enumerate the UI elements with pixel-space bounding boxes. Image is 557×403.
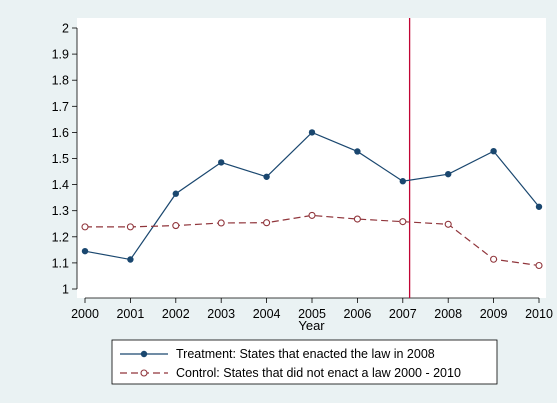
x-tick-label: 2001 (116, 307, 144, 321)
y-tick-label: 1.2 (52, 230, 69, 244)
y-tick-label: 1 (62, 283, 69, 297)
legend-swatches (120, 350, 168, 377)
control-point (490, 255, 498, 263)
plot-area (77, 18, 546, 298)
legend-swatch-treatment-marker (140, 350, 148, 358)
legend-swatch-control-marker (140, 369, 148, 377)
y-tick-label: 1.6 (52, 126, 69, 140)
x-tick-label: 2010 (525, 307, 553, 321)
treatment-point (490, 147, 497, 155)
x-tick-label: 2007 (389, 307, 417, 321)
y-tick-label: 1.1 (52, 256, 69, 270)
treatment-point (127, 256, 134, 263)
x-axis: 2000 2001 2002 2003 2004 2005 2006 2007 2008 2009… (71, 297, 553, 321)
x-tick-label: 2000 (71, 307, 99, 321)
x-tick-label: 2004 (253, 307, 281, 321)
control-point (308, 211, 316, 219)
x-axis-title: Year (298, 318, 325, 333)
control-point (81, 223, 89, 231)
y-tick-label: 1.7 (52, 100, 69, 114)
control-point (535, 261, 543, 270)
treatment-point (218, 159, 225, 166)
treatment-point (445, 170, 452, 178)
treatment-point (354, 148, 361, 155)
treatment-point (263, 173, 270, 180)
legend: Treatment: States that enacted the law i… (111, 339, 498, 385)
control-point (444, 220, 452, 228)
control-point (217, 219, 225, 227)
x-tick-label: 2003 (207, 307, 235, 321)
series-layer (81, 129, 543, 270)
x-tick-label: 2008 (434, 307, 462, 321)
y-axis: 1 1.1 1.2 1.3 1.4 1.5 1.6 1.7 1.8 1.9 2 (52, 22, 78, 297)
control-point (353, 215, 361, 223)
treatment-point (172, 190, 179, 197)
treatment-point (535, 203, 543, 210)
legend-label-treatment: Treatment: States that enacted the law i… (176, 347, 435, 361)
treatment-point (81, 247, 89, 255)
y-tick-label: 1.3 (52, 204, 69, 218)
treatment-point (399, 178, 406, 185)
x-tick-label: 2005 (298, 307, 326, 321)
y-tick-label: 1.4 (52, 178, 69, 192)
x-tick-label: 2009 (480, 307, 508, 321)
x-tick-label: 2006 (343, 307, 371, 321)
control-point (263, 219, 271, 227)
legend-box (111, 339, 498, 385)
treatment-point (308, 129, 316, 136)
control-point (126, 223, 134, 231)
legend-label-control: Control: States that did not enact a law… (176, 366, 461, 380)
y-tick-label: 1.5 (52, 152, 69, 166)
x-tick-label: 2002 (162, 307, 190, 321)
control-point (399, 218, 407, 226)
y-tick-label: 2 (62, 22, 69, 36)
y-tick-label: 1.8 (52, 74, 69, 88)
control-point (172, 222, 180, 230)
y-tick-label: 1.9 (52, 48, 69, 62)
